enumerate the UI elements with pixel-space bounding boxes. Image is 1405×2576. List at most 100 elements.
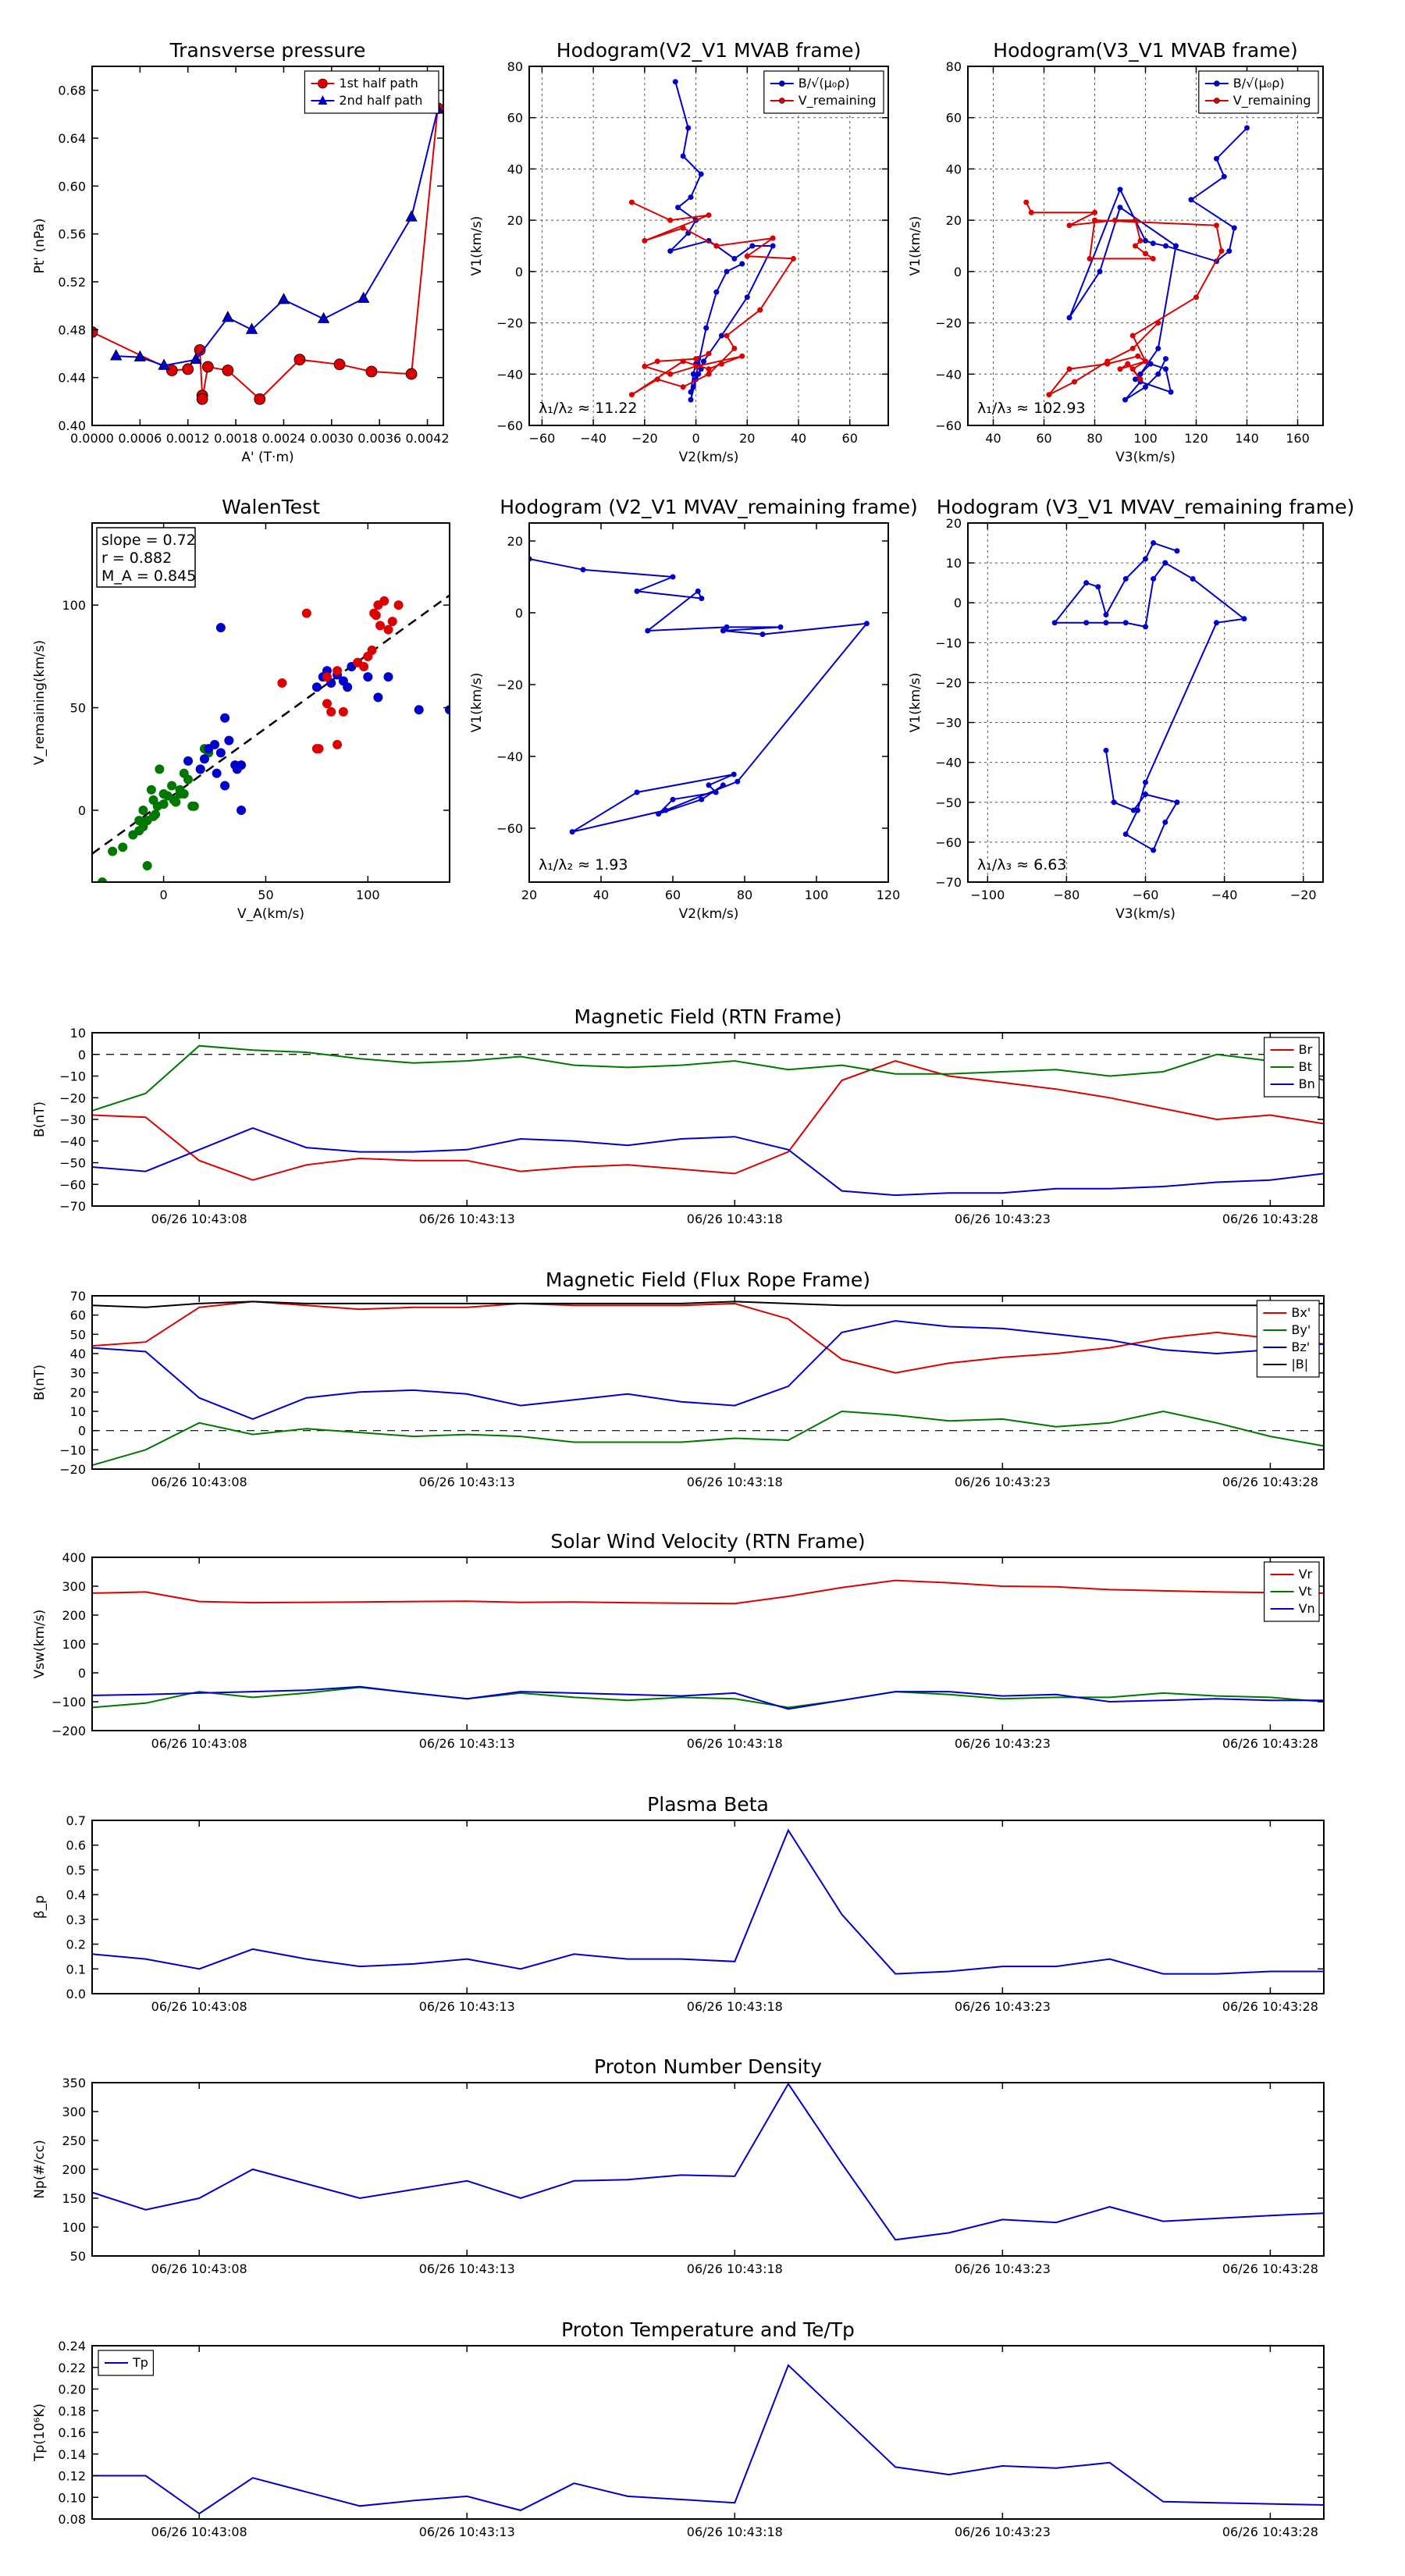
chart-solar-wind-velocity: Solar Wind Velocity (RTN Frame) 06/26 10:… — [32, 1530, 1325, 1751]
y-tick-label: 60 — [946, 111, 962, 126]
chart-title: Hodogram (V3_V1 MVAV_remaining frame) — [937, 496, 1355, 518]
data-point — [108, 846, 118, 856]
x-tick-label: 20 — [521, 888, 537, 902]
y-tick-label: 30 — [70, 1366, 86, 1381]
data-point — [212, 768, 222, 778]
legend-label: V_remaining — [799, 93, 877, 109]
chart-title: Magnetic Field (RTN Frame) — [574, 1005, 842, 1028]
data-point — [1173, 243, 1179, 249]
y-tick-label: 0.52 — [58, 275, 86, 290]
y-tick-label: 60 — [70, 1308, 86, 1323]
data-point — [363, 651, 373, 661]
data-point — [1143, 358, 1148, 365]
series-line-b — [1069, 127, 1248, 400]
data-point — [1155, 320, 1161, 326]
data-point — [634, 789, 640, 795]
y-tick-label: 0.3 — [66, 1912, 86, 1927]
legend-label: |B| — [1291, 1357, 1308, 1372]
data-point — [1023, 199, 1030, 205]
y-tick-label: 0.18 — [58, 2403, 86, 2418]
x-tick-label: −60 — [1133, 888, 1159, 902]
data-point — [1163, 366, 1168, 372]
x-tick-label: 06/26 10:43:28 — [1222, 1475, 1318, 1489]
data-point — [642, 237, 648, 244]
chart-plasma-beta: Plasma Beta 06/26 10:43:08 06/26 10:43:13 0… — [32, 1793, 1325, 2014]
data-point — [1162, 819, 1168, 825]
data-point — [1143, 624, 1148, 630]
data-point — [863, 621, 870, 627]
y-tick-label: 50 — [70, 701, 86, 716]
x-tick-label: 100 — [356, 888, 380, 902]
x-tick-label: 120 — [877, 888, 901, 902]
y-axis-label: B(nT) — [32, 1364, 48, 1400]
legend-label: Tp — [132, 2355, 148, 2370]
data-point — [667, 371, 674, 377]
data-point — [343, 682, 353, 692]
legend: Tp — [98, 2350, 155, 2376]
data-point — [675, 205, 681, 211]
eigenvalue-ratio-annotation: λ₁/λ₃ ≈ 102.93 — [977, 400, 1086, 417]
legend-label: Bz' — [1291, 1340, 1310, 1354]
data-point — [1221, 173, 1227, 180]
data-point — [749, 243, 756, 249]
x-tick-label: 06/26 10:43:18 — [687, 2524, 783, 2539]
data-point — [183, 756, 194, 766]
data-point — [680, 153, 686, 159]
data-point — [1129, 345, 1136, 351]
y-tick-label: −70 — [59, 1199, 86, 1214]
x-tick-label: 06/26 10:43:18 — [687, 2261, 783, 2276]
data-point — [1066, 366, 1072, 372]
data-point — [314, 744, 324, 754]
x-tick-label: 0.0042 — [406, 431, 450, 446]
series-group — [98, 596, 450, 882]
data-point — [645, 628, 651, 634]
x-tick-label: 100 — [805, 888, 829, 902]
x-tick-label: 80 — [1087, 431, 1102, 446]
data-point — [744, 294, 750, 301]
legend-label: B/√(μ₀ρ) — [1233, 76, 1285, 91]
y-axis-label: V1(km/s) — [908, 216, 923, 276]
y-axis-label: B(nT) — [32, 1101, 48, 1137]
plot-frame — [528, 522, 889, 883]
data-point — [790, 255, 796, 262]
x-axis-label: V_A(km/s) — [237, 906, 304, 922]
x-tick-label: −80 — [1054, 888, 1080, 902]
data-point — [718, 333, 724, 339]
legend-label: Vt — [1299, 1584, 1312, 1599]
data-point — [1117, 205, 1123, 211]
data-point — [311, 682, 322, 692]
series-line-vr — [92, 1579, 1324, 1605]
data-point — [1244, 125, 1250, 131]
series-group — [1023, 125, 1250, 403]
eigenvalue-ratio-annotation: λ₁/λ₂ ≈ 1.93 — [539, 856, 628, 873]
data-point — [134, 816, 144, 826]
chart-hodogram-v3v1-mvav: Hodogram (V3_V1 MVAV_remaining frame) −10… — [908, 496, 1354, 922]
data-point — [175, 788, 185, 799]
series-line-np — [92, 2083, 1324, 2241]
y-tick-label: 80 — [946, 59, 962, 74]
data-point — [98, 877, 108, 882]
data-point — [1066, 315, 1072, 321]
data-point — [1135, 353, 1141, 359]
data-point — [569, 829, 575, 835]
data-point — [1092, 217, 1097, 223]
data-point — [158, 799, 169, 809]
legend-marker — [318, 78, 328, 89]
data-point — [222, 365, 234, 376]
legend-label: Bx' — [1291, 1305, 1311, 1320]
data-point — [1133, 376, 1138, 382]
series-line-b — [667, 81, 774, 400]
data-point — [215, 623, 226, 633]
chart-title: Hodogram(V3_V1 MVAB frame) — [993, 39, 1297, 62]
y-tick-label: 40 — [946, 162, 962, 176]
data-point — [1150, 240, 1156, 247]
data-point — [706, 212, 712, 219]
legend-label: Vn — [1299, 1601, 1315, 1616]
y-tick-label: −20 — [935, 316, 962, 331]
data-point — [706, 782, 712, 788]
data-point — [580, 567, 586, 573]
x-tick-label: 06/26 10:43:28 — [1222, 2261, 1318, 2276]
stats-line: slope = 0.72 — [101, 532, 196, 549]
data-point — [744, 253, 750, 259]
series-group — [529, 556, 870, 835]
